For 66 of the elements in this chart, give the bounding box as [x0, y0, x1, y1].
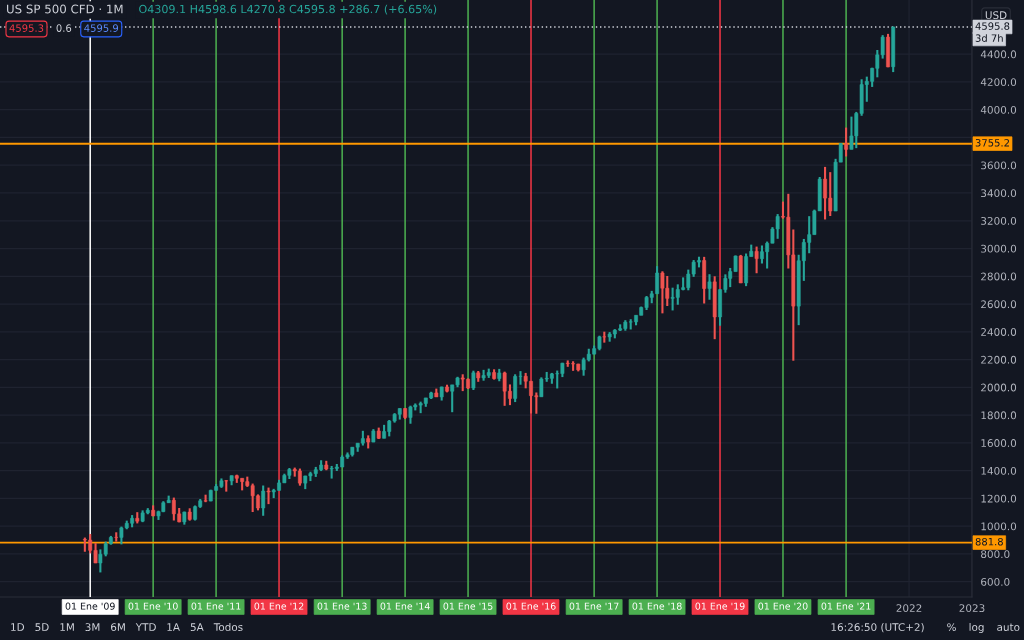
- x-tick-label: 2022: [896, 604, 922, 613]
- y-tick-label: 1400.0: [981, 466, 1017, 475]
- text: 1M: [60, 623, 74, 631]
- y-tick-label: 3000.0: [981, 244, 1017, 253]
- y-tick-label: 3400.0: [981, 189, 1017, 198]
- text: 6M: [110, 623, 125, 632]
- annotation: 0.6: [56, 24, 72, 32]
- y-tick-label: 4000.0: [980, 105, 1017, 114]
- candlestick: [886, 32, 890, 69]
- ref-line-label: 01 Ene '14: [380, 602, 430, 610]
- annotation: 4595.9: [84, 24, 119, 32]
- y-tick-label: 1800.0: [981, 411, 1017, 420]
- ref-line-label: 01 Ene '18: [632, 602, 682, 610]
- ref-line-label: 01 Ene '09: [65, 602, 115, 610]
- candlestick: [261, 484, 266, 517]
- candlestick: [707, 273, 712, 301]
- text: 1A: [167, 623, 180, 631]
- candlestick: [445, 383, 449, 394]
- y-tick-label: 2200.0: [981, 355, 1017, 364]
- text: %: [947, 623, 956, 632]
- ref-line-label: 01 Ene '11: [191, 602, 241, 610]
- text: YTD: [135, 623, 156, 631]
- text: 3M: [85, 623, 100, 632]
- candlestick: [471, 369, 476, 392]
- text: 16:26:50 (UTC+2): [831, 622, 924, 633]
- candlestick: [266, 486, 271, 506]
- y-axis-title: USD: [985, 11, 1007, 20]
- y-tick-label: 2000.0: [981, 383, 1017, 392]
- ref-line-label: 3755.2: [975, 139, 1009, 147]
- y-tick-label: 4400.0: [980, 50, 1017, 59]
- text: 5D: [35, 623, 49, 632]
- ref-line-label: 01 Ene '20: [758, 602, 808, 610]
- chart-title: US SP 500 CFD · 1M: [7, 4, 123, 14]
- y-tick-label: 800.0: [981, 550, 1010, 559]
- text: 1D: [11, 623, 25, 631]
- y-tick-label: 4200.0: [980, 78, 1017, 87]
- y-tick-label: 3200.0: [981, 216, 1017, 225]
- ref-line-label: 01 Ene '13: [317, 602, 367, 610]
- text: Todos: [213, 622, 243, 632]
- ref-line-label: 881.8: [975, 537, 1003, 546]
- candlestick: [754, 245, 759, 275]
- ref-line-label: 01 Ene '21: [821, 602, 871, 610]
- y-tick-label: 3600.0: [981, 161, 1017, 170]
- candlestick: [114, 531, 119, 543]
- text: 3d 7h: [975, 34, 1003, 42]
- ref-line-label: 01 Ene '16: [506, 602, 556, 610]
- text: 5A: [190, 623, 204, 632]
- y-tick-label: 2600.0: [981, 300, 1017, 309]
- ref-line-label: 01 Ene '12: [254, 602, 304, 610]
- y-tick-label: 1600.0: [981, 439, 1017, 447]
- ref-line-label: 4595.8: [975, 22, 1010, 30]
- y-tick-label: 600.0: [981, 577, 1010, 586]
- y-tick-label: 1200.0: [981, 494, 1017, 503]
- text: auto: [997, 623, 1020, 632]
- ref-line-label: 01 Ene '17: [569, 602, 619, 610]
- y-tick-label: 2400.0: [981, 328, 1017, 336]
- y-tick-label: 2800.0: [981, 272, 1017, 281]
- candlestick: [844, 126, 849, 158]
- y-tick-label: 1000.0: [981, 522, 1017, 531]
- ref-line-label: 01 Ene '15: [443, 602, 493, 610]
- text: log: [969, 622, 984, 634]
- chart-subtitle: O4309.1 H4598.6 L4270.8 C4595.8 +286.7 (+6.65%): [139, 4, 437, 15]
- annotation: 4595.3: [9, 24, 44, 32]
- x-tick-label: 2023: [959, 604, 985, 613]
- ref-line-label: 01 Ene '10: [128, 602, 178, 610]
- ref-line-label: 01 Ene '19: [695, 602, 745, 610]
